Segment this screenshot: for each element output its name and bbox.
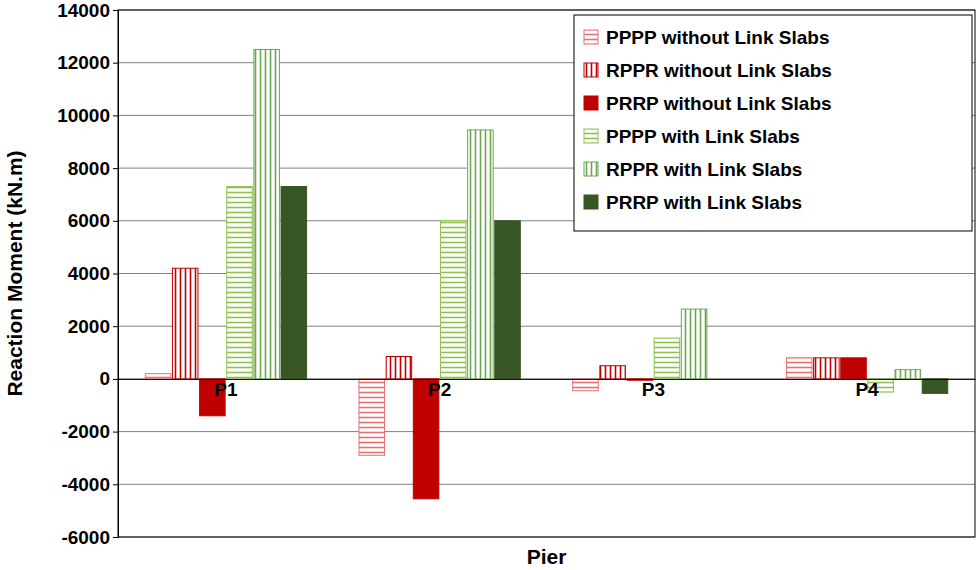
axis-line <box>119 379 976 380</box>
tick-label: P2 <box>428 379 451 400</box>
axis-line <box>113 11 119 538</box>
y-axis-title: Reaction Moment (kN.m) <box>3 150 26 396</box>
legend-swatch <box>584 162 598 176</box>
tick-label: 8000 <box>68 158 110 179</box>
legend-swatch <box>584 30 598 44</box>
tick-mark <box>113 537 118 538</box>
tick-label: 0 <box>99 368 110 389</box>
bar <box>386 357 412 379</box>
bar <box>922 379 948 393</box>
tick-mark <box>113 115 118 116</box>
grid-line <box>118 431 975 432</box>
tick-label: -2000 <box>61 421 110 442</box>
legend-entry: PPPP with Link Slabs <box>584 126 800 147</box>
bar <box>786 358 812 379</box>
tick-label: 12000 <box>57 52 110 73</box>
legend-entry: RPPR with Link Slabs <box>584 159 802 180</box>
tick-label: P4 <box>855 379 879 400</box>
legend-entry: RPPR without Link Slabs <box>584 60 832 81</box>
bar <box>281 187 307 379</box>
legend-box <box>574 15 972 231</box>
tick: P4 <box>855 379 879 400</box>
legend-swatch <box>584 63 598 77</box>
tick: P1 <box>214 379 238 400</box>
tick: 0 <box>99 368 118 389</box>
plot-frame <box>118 10 975 537</box>
bar <box>681 309 707 379</box>
tick-label: 14000 <box>57 0 110 21</box>
plot: -6000 -4000 -2000 0 2000 4000 6000 8000 10000 120… <box>57 0 975 548</box>
legend-label: PRRP without Link Slabs <box>606 93 832 114</box>
tick: 4000 <box>68 263 118 284</box>
x-axis-title: Pier <box>527 545 567 568</box>
bar <box>814 358 840 379</box>
bar <box>172 268 198 379</box>
tick-label: -4000 <box>61 474 110 495</box>
bar <box>440 221 466 379</box>
legend-swatch <box>584 129 598 143</box>
tick-mark <box>113 221 118 222</box>
tick: -6000 <box>61 527 118 548</box>
legend-entry: PRRP without Link Slabs <box>584 93 832 114</box>
tick: 10000 <box>57 105 118 126</box>
legend-swatch <box>584 96 598 110</box>
legend-label: RPPR without Link Slabs <box>606 60 832 81</box>
tick: -4000 <box>61 474 118 495</box>
bar <box>468 130 494 379</box>
tick-label: -6000 <box>61 527 110 548</box>
legend-label: PPPP without Link Slabs <box>606 27 829 48</box>
tick-label: P3 <box>642 379 665 400</box>
tick: P3 <box>642 379 665 400</box>
bar <box>495 221 521 379</box>
grid-line <box>118 484 975 485</box>
bar <box>841 358 867 379</box>
tick-mark <box>113 274 118 275</box>
bar <box>654 338 680 379</box>
legend-label: PPPP with Link Slabs <box>606 126 800 147</box>
bar <box>359 379 385 455</box>
bar <box>895 370 921 379</box>
legend-swatch <box>584 195 598 209</box>
tick-mark <box>113 432 118 433</box>
legend-label: RPPR with Link Slabs <box>606 159 802 180</box>
x-axis: P1 P2 P3 P4 <box>119 379 976 400</box>
bar <box>227 187 253 379</box>
y-axis: -6000 -4000 -2000 0 2000 4000 6000 8000 10000 120… <box>57 0 118 548</box>
tick-label: 10000 <box>57 105 110 126</box>
tick-mark <box>113 379 118 380</box>
bar <box>600 366 626 379</box>
tick-label: 4000 <box>68 263 110 284</box>
grid <box>118 10 975 537</box>
legend-entry: PRRP with Link Slabs <box>584 192 802 213</box>
tick: P2 <box>428 379 451 400</box>
tick-mark <box>113 63 118 64</box>
tick-label: 6000 <box>68 210 110 231</box>
bar <box>145 374 171 379</box>
legend: PPPP without Link Slabs RPPR without Link… <box>574 15 972 231</box>
bar <box>573 379 599 391</box>
tick: 2000 <box>68 316 118 337</box>
tick-mark <box>113 484 118 485</box>
tick: 12000 <box>57 52 118 73</box>
legend-label: PRRP with Link Slabs <box>606 192 802 213</box>
tick: 14000 <box>57 0 118 21</box>
tick-mark <box>113 326 118 327</box>
tick-mark <box>113 10 118 11</box>
legend-entry: PPPP without Link Slabs <box>584 27 829 48</box>
tick-mark <box>113 168 118 169</box>
tick-label: P1 <box>214 379 238 400</box>
tick: -2000 <box>61 421 118 442</box>
bar <box>254 50 280 379</box>
tick: 6000 <box>68 210 118 231</box>
tick: 8000 <box>68 158 118 179</box>
chart: -6000 -4000 -2000 0 2000 4000 6000 8000 10000 120… <box>0 0 980 570</box>
tick-label: 2000 <box>68 316 110 337</box>
